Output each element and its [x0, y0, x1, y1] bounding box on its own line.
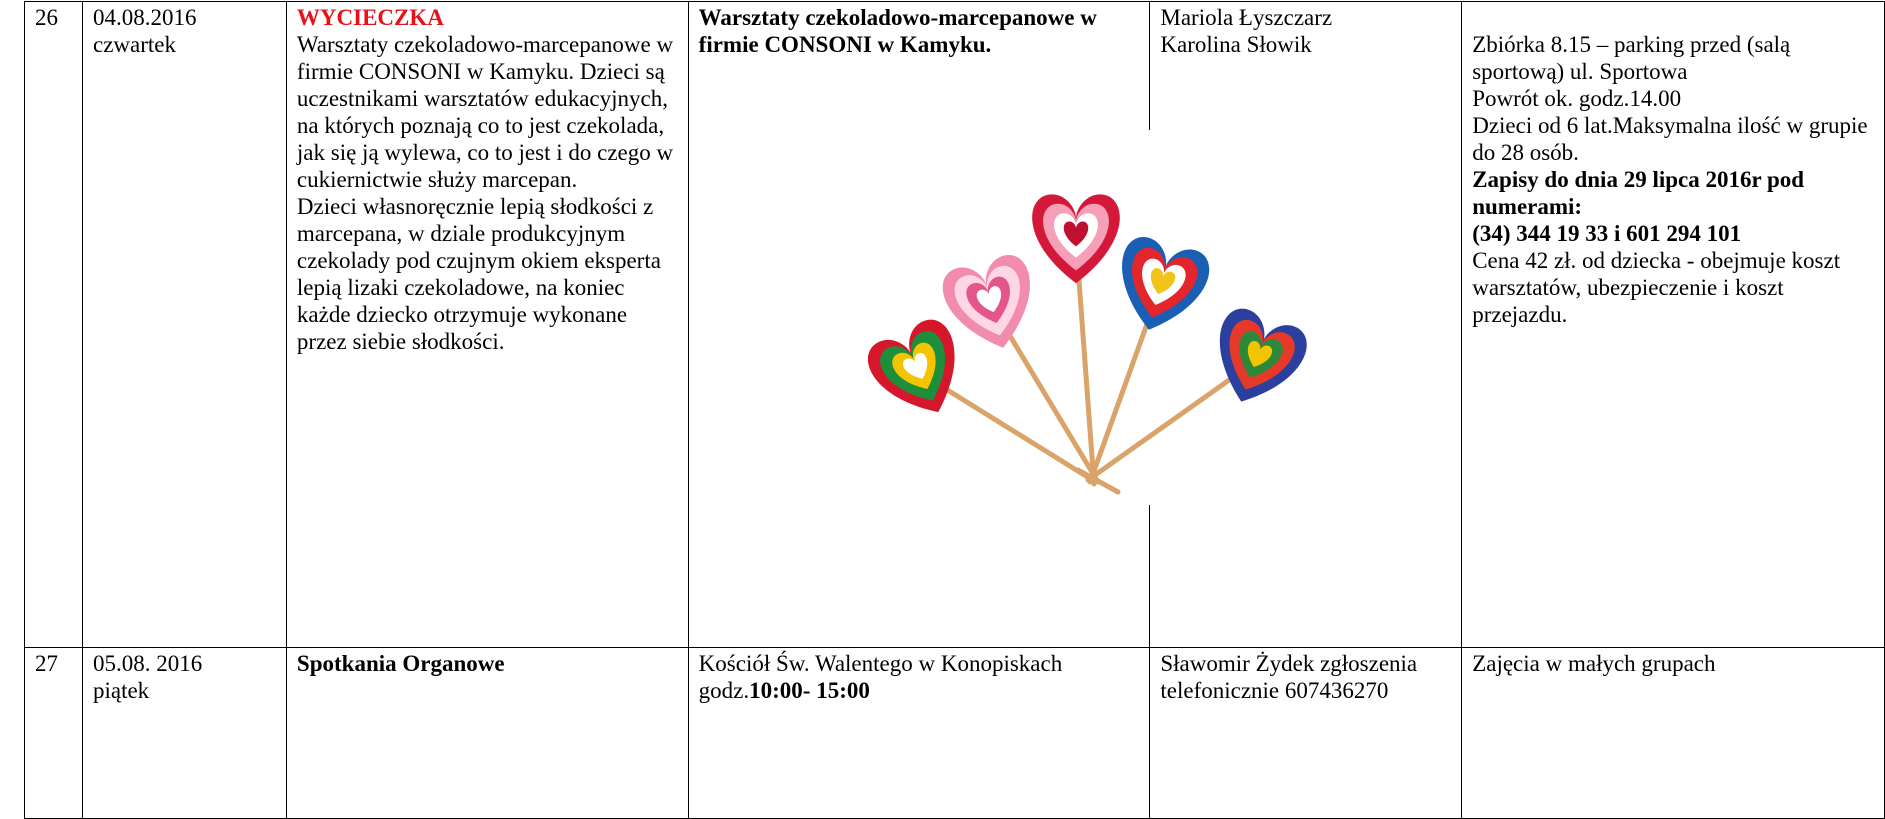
- cell-text: Warsztaty czekoladowo-marcepanowe w firm…: [296, 32, 674, 192]
- cell-text: Karolina Słowik: [1160, 32, 1312, 57]
- cell-paragraph: Spotkania Organowe: [297, 650, 678, 677]
- schedule-table: 26 04.08.2016 czwartek WYCIECZKA Warsztaty c…: [24, 1, 1885, 819]
- cell-text: Zapisy do dnia 29 lipca 2016r pod numera…: [1472, 167, 1805, 219]
- cell-text: Warsztaty czekoladowo-marcepanowe w firm…: [698, 5, 1097, 57]
- cell-text: 27: [35, 651, 58, 676]
- table-cell: 26: [24, 1, 83, 648]
- cell-text: Cena 42 zł. od dziecka - obejmuje koszt …: [1472, 248, 1841, 327]
- cell-text: Zbiórka 8.15 – parking przed (salą sport…: [1472, 32, 1791, 84]
- table-cell: Spotkania Organowe: [285, 647, 689, 819]
- table-cell: WYCIECZKA Warsztaty czekoladowo-marcepano…: [285, 1, 689, 648]
- cell-paragraph: Powrót ok. godz.14.00: [1472, 85, 1874, 112]
- cell-paragraph: Warsztaty czekoladowo-marcepanowe w firm…: [297, 31, 678, 193]
- table-cell: 27: [24, 647, 83, 819]
- cell-text: Sławomir Żydek zgłoszenia telefonicznie …: [1160, 651, 1418, 703]
- table-row: 27 05.08. 2016 piątek Spotkania Organowe Koś…: [24, 647, 1885, 819]
- cell-paragraph: Cena 42 zł. od dziecka - obejmuje koszt …: [1472, 247, 1874, 328]
- cell-text: Zajęcia w małych grupach: [1472, 651, 1716, 676]
- cell-text: WYCIECZKA: [296, 5, 444, 30]
- cell-paragraph: Zapisy do dnia 29 lipca 2016r pod numera…: [1472, 166, 1874, 220]
- cell-text: Kościół Św. Walentego w Konopiskach godz…: [698, 651, 1063, 703]
- cell-paragraph: 26: [35, 4, 72, 31]
- cell-text: 05.08. 2016: [92, 651, 203, 676]
- cell-paragraph: czwartek: [93, 31, 276, 58]
- cell-paragraph: WYCIECZKA: [297, 4, 678, 31]
- cell-text: 26: [35, 5, 58, 30]
- cell-text: Dzieci własnoręcznie lepią słodkości z m…: [296, 194, 661, 354]
- cell-paragraph: Sławomir Żydek zgłoszenia telefonicznie …: [1160, 650, 1451, 704]
- cell-paragraph: (34) 344 19 33 i 601 294 101: [1472, 220, 1874, 247]
- cell-paragraph: Zajęcia w małych grupach: [1472, 650, 1874, 677]
- cell-text: Dzieci od 6 lat.Maksymalna ilość w grupi…: [1472, 113, 1868, 165]
- table-row: 26 04.08.2016 czwartek WYCIECZKA Warsztaty c…: [24, 1, 1885, 648]
- cell-text: 04.08.2016: [92, 5, 197, 30]
- cell-text: Mariola Łyszczarz: [1160, 5, 1333, 30]
- cell-text: Spotkania Organowe: [296, 651, 505, 676]
- table-cell: 05.08. 2016 piątek: [81, 647, 287, 819]
- cell-text: Powrót ok. godz.14.00: [1472, 86, 1682, 111]
- table-cell: 04.08.2016 czwartek: [81, 1, 287, 648]
- cell-paragraph: 05.08. 2016: [93, 650, 276, 677]
- cell-paragraph: Mariola Łyszczarz: [1160, 4, 1451, 31]
- table-cell: Zajęcia w małych grupach: [1461, 647, 1885, 819]
- cell-paragraph: piątek: [93, 677, 276, 704]
- cell-text: czwartek: [92, 32, 176, 57]
- cell-text: piątek: [92, 678, 150, 703]
- cell-paragraph: Zbiórka 8.15 – parking przed (salą sport…: [1472, 31, 1874, 85]
- table-cell: Zbiórka 8.15 – parking przed (salą sport…: [1461, 1, 1885, 648]
- cell-text: (34) 344 19 33 i 601 294 101: [1472, 221, 1742, 246]
- cell-paragraph: 27: [35, 650, 72, 677]
- cell-paragraph: Kościół Św. Walentego w Konopiskach godz…: [699, 650, 1140, 704]
- cell-paragraph: Karolina Słowik: [1160, 31, 1451, 58]
- cell-paragraph: 04.08.2016: [93, 4, 276, 31]
- cell-paragraph: Warsztaty czekoladowo-marcepanowe w firm…: [699, 4, 1140, 58]
- cell-paragraph: Dzieci własnoręcznie lepią słodkości z m…: [297, 193, 678, 355]
- lollipop-image: [868, 130, 1310, 505]
- cell-paragraph: Dzieci od 6 lat.Maksymalna ilość w grupi…: [1472, 112, 1874, 166]
- table-cell: Sławomir Żydek zgłoszenia telefonicznie …: [1149, 647, 1463, 819]
- table-cell: Kościół Św. Walentego w Konopiskach godz…: [687, 647, 1151, 819]
- cell-text: 10:00- 15:00: [749, 678, 870, 703]
